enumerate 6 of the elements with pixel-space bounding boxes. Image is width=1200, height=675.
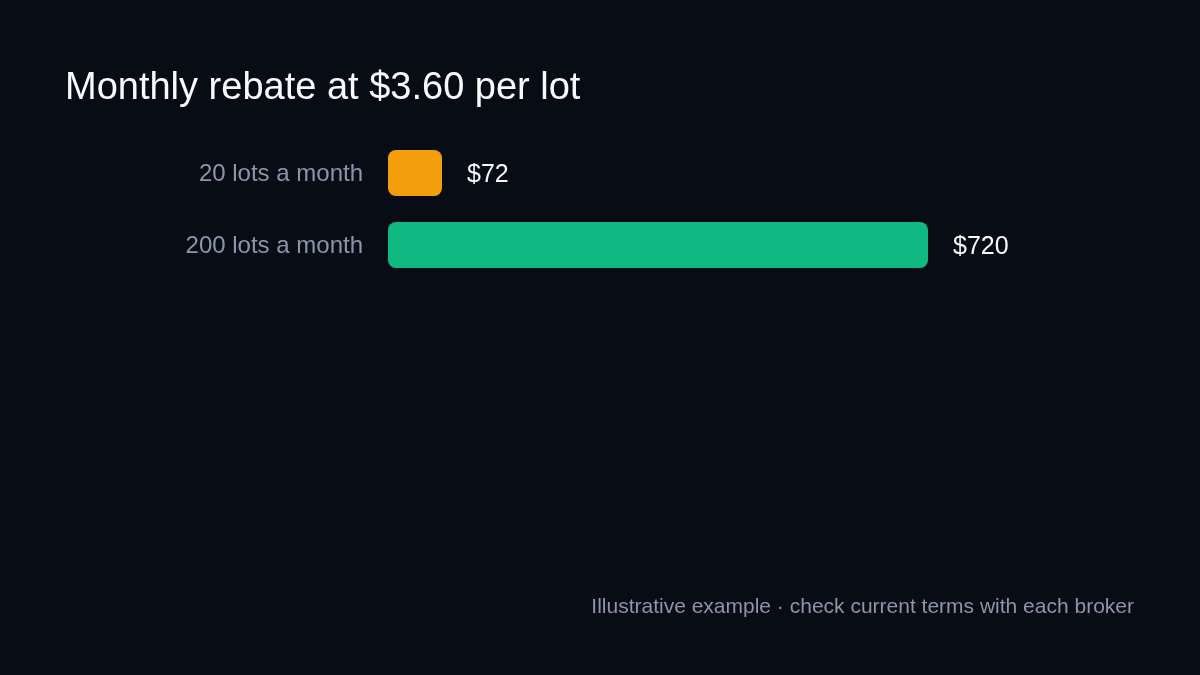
chart-title: Monthly rebate at $3.60 per lot: [65, 65, 581, 107]
data-label: $72: [467, 158, 509, 187]
y-tick-label: 200 lots a month: [185, 231, 363, 259]
data-label: $720: [953, 230, 1009, 259]
text: Illustrative example · check current terms with each broker: [591, 594, 1134, 617]
y-tick-label: 20 lots a month: [198, 159, 363, 187]
